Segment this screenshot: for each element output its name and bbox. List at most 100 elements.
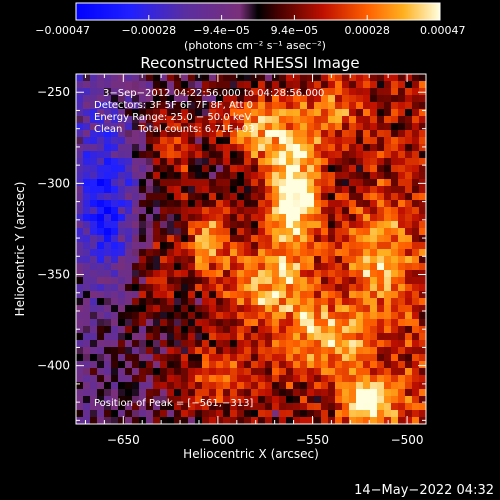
heatmap-cell — [265, 389, 273, 397]
heatmap-cell — [83, 326, 91, 334]
heatmap-cell — [83, 228, 91, 236]
heatmap-cell — [356, 396, 364, 404]
heatmap-cell — [139, 179, 147, 187]
heatmap-cell — [251, 95, 259, 103]
heatmap-cell — [111, 221, 119, 229]
heatmap-cell — [405, 102, 413, 110]
heatmap-cell — [97, 396, 105, 404]
heatmap-cell — [209, 284, 217, 292]
heatmap-cell — [118, 165, 126, 173]
heatmap-cell — [202, 368, 210, 376]
heatmap-cell — [265, 158, 273, 166]
heatmap-cell — [195, 410, 203, 418]
heatmap-cell — [160, 179, 168, 187]
heatmap-cell — [160, 361, 168, 369]
heatmap-cell — [104, 123, 112, 131]
heatmap-cell — [202, 354, 210, 362]
heatmap-cell — [209, 144, 217, 152]
heatmap-cell — [167, 81, 175, 89]
heatmap-cell — [174, 375, 182, 383]
heatmap-cell — [405, 242, 413, 250]
heatmap-cell — [258, 340, 266, 348]
heatmap-cell — [370, 361, 378, 369]
heatmap-cell — [202, 389, 210, 397]
heatmap-cell — [384, 214, 392, 222]
heatmap-cell — [223, 270, 231, 278]
heatmap-cell — [230, 102, 238, 110]
heatmap-cell — [83, 95, 91, 103]
heatmap-cell — [391, 144, 399, 152]
heatmap-cell — [405, 410, 413, 418]
heatmap-cell — [244, 200, 252, 208]
heatmap-cell — [251, 130, 259, 138]
heatmap-cell — [118, 333, 126, 341]
heatmap-cell — [223, 354, 231, 362]
heatmap-cell — [202, 270, 210, 278]
heatmap-cell — [356, 340, 364, 348]
heatmap-cell — [412, 74, 420, 82]
heatmap-cell — [188, 312, 196, 320]
heatmap-cell — [188, 354, 196, 362]
heatmap-cell — [111, 382, 119, 390]
heatmap-cell — [356, 207, 364, 215]
heatmap-cell — [202, 116, 210, 124]
heatmap-cell — [237, 319, 245, 327]
heatmap-cell — [286, 277, 294, 285]
heatmap-cell — [412, 102, 420, 110]
heatmap-cell — [167, 102, 175, 110]
heatmap-cell — [286, 417, 294, 425]
heatmap-cell — [146, 193, 154, 201]
heatmap-cell — [237, 130, 245, 138]
heatmap-cell — [97, 270, 105, 278]
heatmap-cell — [370, 214, 378, 222]
annotation-time-range: 3−Sep−2012 04:22:56.000 to 04:28:56.000 — [103, 88, 324, 99]
heatmap-cell — [321, 389, 329, 397]
heatmap-cell — [111, 298, 119, 306]
heatmap-cell — [167, 326, 175, 334]
heatmap-cell — [97, 298, 105, 306]
heatmap-cell — [202, 340, 210, 348]
heatmap-cell — [286, 312, 294, 320]
heatmap-cell — [293, 389, 301, 397]
heatmap-cell — [405, 284, 413, 292]
heatmap-cell — [314, 312, 322, 320]
heatmap-cell — [251, 291, 259, 299]
heatmap-cell — [391, 382, 399, 390]
heatmap-cell — [251, 165, 259, 173]
heatmap-cell — [363, 382, 371, 390]
heatmap-cell — [132, 354, 140, 362]
heatmap-cell — [188, 410, 196, 418]
heatmap-cell — [223, 277, 231, 285]
heatmap-cell — [370, 382, 378, 390]
heatmap-cell — [230, 270, 238, 278]
heatmap-cell — [265, 109, 273, 117]
heatmap-cell — [118, 347, 126, 355]
heatmap-cell — [188, 207, 196, 215]
heatmap-cell — [258, 137, 266, 145]
heatmap-cell — [90, 193, 98, 201]
heatmap-cell — [391, 74, 399, 82]
heatmap-cell — [216, 347, 224, 355]
heatmap-cell — [132, 102, 140, 110]
heatmap-cell — [286, 284, 294, 292]
heatmap-cell — [153, 88, 161, 96]
heatmap-cell — [237, 207, 245, 215]
heatmap-cell — [244, 291, 252, 299]
heatmap-cell — [391, 235, 399, 243]
heatmap-cell — [349, 284, 357, 292]
heatmap-cell — [132, 382, 140, 390]
heatmap-cell — [349, 312, 357, 320]
heatmap-cell — [258, 368, 266, 376]
heatmap-cell — [321, 396, 329, 404]
heatmap-cell — [83, 186, 91, 194]
heatmap-cell — [342, 396, 350, 404]
heatmap-cell — [146, 81, 154, 89]
heatmap-cell — [363, 410, 371, 418]
heatmap-cell — [391, 186, 399, 194]
heatmap-cell — [139, 242, 147, 250]
heatmap-cell — [237, 312, 245, 320]
heatmap-cell — [160, 333, 168, 341]
heatmap-cell — [209, 263, 217, 271]
heatmap-cell — [384, 81, 392, 89]
heatmap-cell — [167, 95, 175, 103]
